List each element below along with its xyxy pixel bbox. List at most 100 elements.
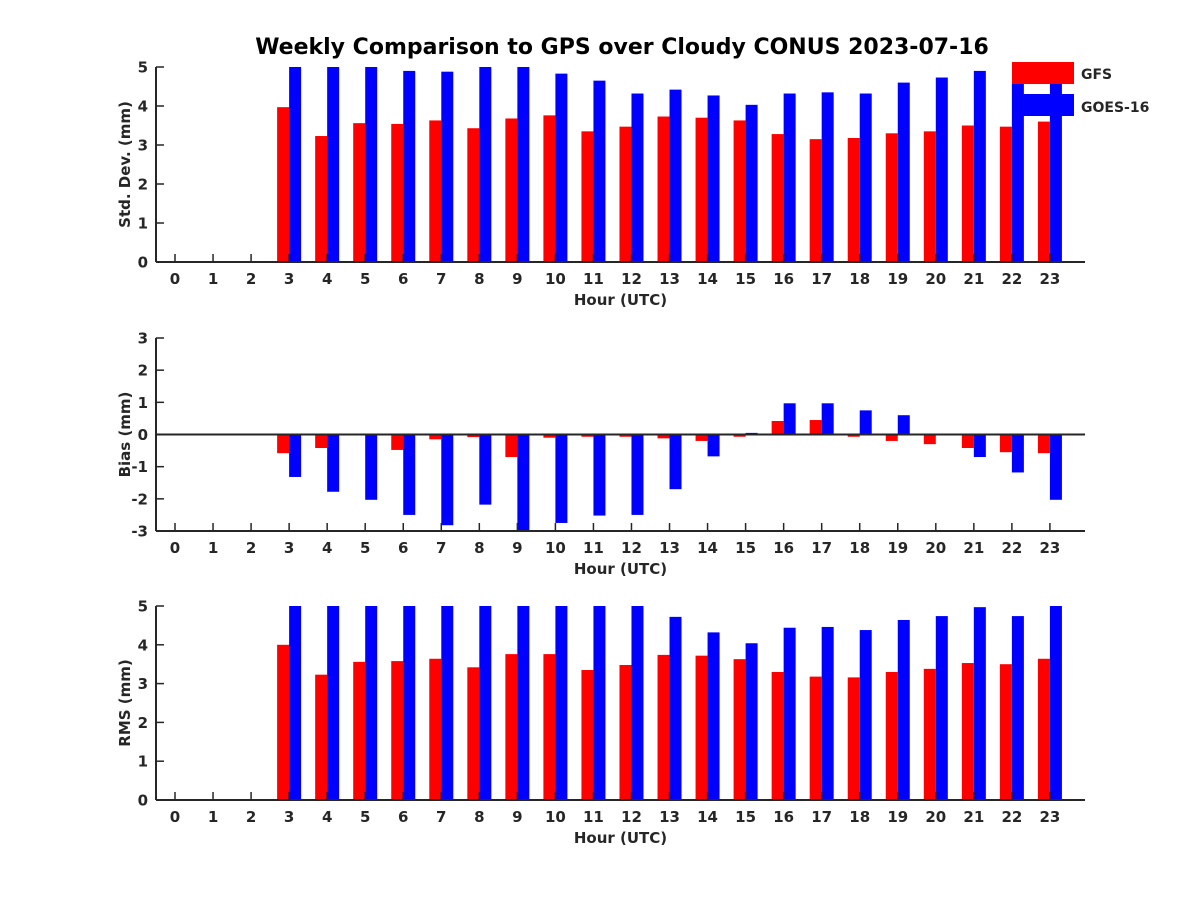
- y-tick-label: 4: [138, 98, 148, 116]
- x-tick-label: 5: [360, 270, 370, 288]
- bar: [631, 93, 644, 263]
- bar: [631, 606, 644, 800]
- y-axis-label: RMS (mm): [116, 659, 134, 746]
- x-tick-label: 18: [849, 539, 870, 557]
- x-tick-label: 21: [963, 270, 984, 288]
- x-tick-label: 9: [512, 539, 522, 557]
- x-tick-label: 14: [697, 808, 718, 826]
- bar: [885, 434, 898, 441]
- x-tick-label: 0: [170, 808, 180, 826]
- bar: [809, 139, 822, 262]
- y-tick-label: 0: [138, 792, 148, 810]
- bar: [581, 434, 594, 437]
- bar: [315, 136, 328, 262]
- x-tick-label: 23: [1039, 539, 1060, 557]
- x-tick-label: 11: [583, 808, 604, 826]
- bar: [707, 95, 720, 262]
- x-tick-label: 1: [208, 270, 218, 288]
- x-tick-label: 10: [545, 539, 566, 557]
- bar: [543, 115, 556, 262]
- x-tick-label: 16: [773, 270, 794, 288]
- x-tick-label: 23: [1039, 808, 1060, 826]
- bar: [695, 117, 708, 262]
- bar: [707, 632, 720, 800]
- bar: [391, 123, 404, 262]
- bar: [961, 434, 974, 449]
- bar: [277, 644, 290, 800]
- series-goes-16: [289, 606, 1062, 800]
- x-tick-label: 19: [887, 539, 908, 557]
- bar: [505, 654, 518, 800]
- x-tick-label: 9: [512, 270, 522, 288]
- bar: [441, 71, 454, 263]
- legend-swatch: [1012, 94, 1074, 116]
- x-tick-label: 6: [398, 539, 408, 557]
- bar: [555, 73, 568, 262]
- bar: [961, 663, 974, 800]
- bar: [859, 410, 872, 435]
- bar: [999, 664, 1012, 800]
- y-tick-label: 3: [138, 330, 148, 348]
- y-tick-label: -1: [131, 458, 148, 476]
- x-tick-label: 15: [735, 270, 756, 288]
- bar: [289, 434, 302, 477]
- bar: [289, 67, 302, 262]
- bar: [555, 606, 568, 800]
- bar: [441, 606, 454, 800]
- y-tick-label: -2: [131, 490, 148, 508]
- bar: [923, 131, 936, 262]
- bar: [1011, 616, 1024, 800]
- y-tick-label: 0: [138, 254, 148, 272]
- x-tick-label: 17: [811, 539, 832, 557]
- x-tick-label: 3: [284, 539, 294, 557]
- x-tick-label: 2: [246, 270, 256, 288]
- series-gfs: [277, 644, 1050, 800]
- x-tick-label: 16: [773, 808, 794, 826]
- x-tick-label: 18: [849, 808, 870, 826]
- bar: [429, 658, 442, 800]
- y-tick-label: 1: [138, 753, 148, 771]
- legend: GFS GOES-16: [1012, 62, 1149, 116]
- x-tick-label: 20: [925, 539, 946, 557]
- x-tick-label: 1: [208, 808, 218, 826]
- bar: [403, 70, 416, 263]
- bar: [505, 118, 518, 262]
- bar: [467, 434, 480, 438]
- x-tick-label: 9: [512, 808, 522, 826]
- bar: [555, 434, 568, 523]
- y-tick-label: 3: [138, 675, 148, 693]
- chart-title: Weekly Comparison to GPS over Cloudy CON…: [255, 35, 989, 60]
- y-tick-label: 2: [138, 714, 148, 732]
- bar: [707, 434, 720, 457]
- bar: [1049, 606, 1062, 800]
- bar: [973, 434, 986, 458]
- x-tick-label: 5: [360, 808, 370, 826]
- x-tick-label: 22: [1001, 808, 1022, 826]
- bar: [441, 434, 454, 526]
- bar: [543, 654, 556, 800]
- x-tick-label: 12: [621, 539, 642, 557]
- x-tick-label: 12: [621, 270, 642, 288]
- bar: [467, 667, 480, 800]
- bar: [923, 668, 936, 800]
- bar: [327, 606, 340, 800]
- bar: [669, 89, 682, 263]
- bar: [403, 434, 416, 515]
- y-tick-label: 2: [138, 176, 148, 194]
- legend-item: GOES-16: [1012, 94, 1149, 116]
- bar: [1037, 121, 1050, 262]
- bar: [619, 664, 632, 800]
- x-tick-label: 10: [545, 808, 566, 826]
- bar: [771, 671, 784, 800]
- x-axis-label: Hour (UTC): [574, 291, 667, 309]
- y-tick-label: 4: [138, 636, 148, 654]
- x-tick-label: 7: [436, 808, 446, 826]
- x-axis-label: Hour (UTC): [574, 829, 667, 847]
- legend-label: GOES-16: [1081, 100, 1149, 116]
- bar: [669, 616, 682, 800]
- bar: [365, 67, 378, 262]
- bar: [1049, 434, 1062, 500]
- bar: [923, 434, 936, 445]
